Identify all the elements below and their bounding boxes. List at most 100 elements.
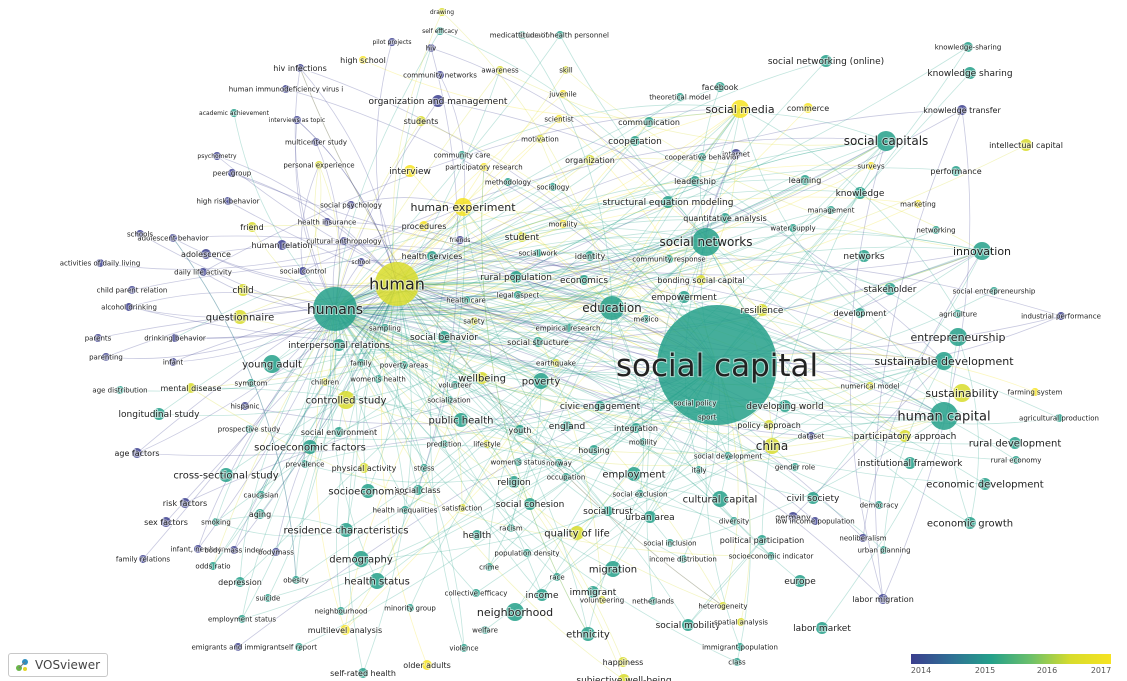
node-label-labor-migration[interactable]: labor migration — [851, 594, 915, 605]
node-label-risk-factors[interactable]: risk factors — [162, 498, 208, 509]
node-label-women-s-health[interactable]: women's health — [349, 374, 407, 384]
node-diversity[interactable] — [730, 517, 738, 525]
node-motivation[interactable] — [536, 135, 544, 143]
node-label-immigrant-population[interactable]: immigrant population — [701, 642, 779, 652]
node-label-drawing[interactable]: drawing — [429, 8, 455, 17]
node-structural-equation-modeling[interactable] — [662, 196, 674, 208]
node-label-stress[interactable]: stress — [413, 463, 436, 473]
node-students[interactable] — [416, 116, 426, 126]
node-socioeconomics[interactable] — [361, 484, 375, 498]
node-social-networks[interactable] — [692, 228, 720, 256]
node-label-socialization[interactable]: socialization — [426, 395, 471, 405]
node-label-hiv[interactable]: hiv — [425, 43, 438, 53]
node-label-procedures[interactable]: procedures — [401, 221, 448, 232]
node-label-health-care[interactable]: health care — [445, 295, 487, 305]
node-self-report[interactable] — [295, 643, 303, 651]
node-mexico[interactable] — [642, 315, 650, 323]
node-label-neighbourhood[interactable]: neighbourhood — [314, 606, 369, 616]
node-social-trust[interactable] — [603, 506, 613, 516]
node-label-social-entrepreneurship[interactable]: social entrepreneurship — [952, 286, 1037, 296]
node-economics[interactable] — [579, 275, 589, 285]
node-label-civic-engagement[interactable]: civic engagement — [559, 401, 642, 413]
node-suicide[interactable] — [264, 594, 272, 602]
node-depression[interactable] — [235, 577, 245, 587]
node-human-capital[interactable] — [930, 402, 958, 430]
node-health-inequalities[interactable] — [401, 506, 409, 514]
node-human[interactable] — [375, 262, 419, 306]
node-label-adolescent-behavior[interactable]: adolescent behavior — [136, 233, 209, 243]
node-label-human-immunodeficiency-virus-i[interactable]: human immunodeficiency virus i — [228, 84, 345, 94]
node-label-organization[interactable]: organization — [564, 155, 616, 166]
node-label-bodymass[interactable]: bodymass — [257, 547, 295, 557]
node-label-welfare[interactable]: welfare — [471, 625, 499, 635]
node-community-response[interactable] — [665, 255, 673, 263]
node-label-immigrant[interactable]: immigrant — [569, 587, 618, 599]
node-label-racism[interactable]: racism — [498, 523, 524, 533]
node-schools[interactable] — [136, 230, 144, 238]
node-label-resilience[interactable]: resilience — [740, 305, 785, 317]
node-commerce[interactable] — [803, 103, 813, 113]
node-label-agricultural-production[interactable]: agricultural production — [1018, 413, 1100, 423]
node-human-immunodeficiency-virus-i[interactable] — [282, 85, 290, 93]
node-dataset[interactable] — [807, 432, 815, 440]
node-label-volunteering[interactable]: volunteering — [579, 595, 625, 605]
node-label-parents[interactable]: parents — [84, 333, 113, 343]
node-cultural-anthropology[interactable] — [340, 237, 348, 245]
node-prevalence[interactable] — [301, 460, 309, 468]
node-intellectual-capital[interactable] — [1020, 139, 1032, 151]
node-label-learning[interactable]: learning — [788, 175, 823, 186]
node-label-health[interactable]: health — [462, 530, 493, 542]
node-label-heterogeneity[interactable]: heterogeneity — [697, 601, 748, 611]
node-labor-migration[interactable] — [878, 594, 888, 604]
node-health-services[interactable] — [427, 251, 437, 261]
node-label-interview[interactable]: interview — [388, 166, 432, 178]
node-heterogeneity[interactable] — [719, 602, 727, 610]
node-hiv-infections[interactable] — [296, 64, 304, 72]
node-label-performance[interactable]: performance — [929, 166, 982, 177]
node-neighborhood[interactable] — [506, 603, 524, 621]
node-label-skill[interactable]: skill — [558, 65, 574, 75]
node-label-social-development[interactable]: social development — [693, 451, 764, 461]
node-residence-characteristics[interactable] — [339, 523, 353, 537]
node-public-health[interactable] — [454, 413, 468, 427]
node-school[interactable] — [357, 258, 365, 266]
node-label-earthquake[interactable]: earthquake — [535, 358, 577, 368]
node-management[interactable] — [827, 206, 835, 214]
node-label-labor-market[interactable]: labor market — [792, 623, 852, 635]
node-employment-status[interactable] — [238, 615, 246, 623]
node-health-insurance[interactable] — [323, 218, 331, 226]
node-label-personal-experience[interactable]: personal experience — [282, 160, 355, 170]
node-label-self-efficacy[interactable]: self efficacy — [421, 27, 459, 36]
node-innovation[interactable] — [973, 242, 991, 260]
node-label-urban-planning[interactable]: urban planning — [856, 545, 911, 555]
node-label-emigrants-and-immigrants[interactable]: emigrants and immigrants — [190, 642, 285, 652]
node-label-sustainable-development[interactable]: sustainable development — [873, 354, 1015, 369]
node-spatial-analysis[interactable] — [737, 618, 745, 626]
node-label-friend[interactable]: friend — [239, 222, 264, 233]
node-label-bonding-social-capital[interactable]: bonding social capital — [656, 275, 745, 286]
node-label-identity[interactable]: identity — [574, 251, 607, 262]
node-label-family-relations[interactable]: family relations — [115, 554, 172, 564]
node-label-health-inequalities[interactable]: health inequalities — [372, 505, 439, 515]
node-label-youth[interactable]: youth — [508, 425, 533, 436]
node-adolescence[interactable] — [201, 249, 211, 259]
node-label-economics[interactable]: economics — [559, 275, 609, 287]
node-label-scientist[interactable]: scientist — [543, 114, 575, 124]
node-label-adolescence[interactable]: adolescence — [180, 249, 232, 260]
node-morality[interactable] — [559, 220, 567, 228]
node-label-social-policy[interactable]: social policy — [673, 398, 718, 408]
node-label-agriculture[interactable]: agriculture — [938, 309, 978, 319]
node-england[interactable] — [562, 421, 572, 431]
node-label-quality-of-life[interactable]: quality of life — [543, 528, 610, 541]
node-label-rural-economy[interactable]: rural economy — [990, 455, 1043, 465]
node-urban-planning[interactable] — [880, 546, 888, 554]
node-longitudinal-study[interactable] — [153, 408, 165, 420]
node-immigrant-population[interactable] — [736, 643, 744, 651]
node-label-socioeconomic-factors[interactable]: socioeconomic factors — [253, 442, 367, 455]
node-social-policy[interactable] — [691, 399, 699, 407]
node-label-norway[interactable]: norway — [545, 458, 573, 468]
node-socioeconomic-factors[interactable] — [303, 440, 317, 454]
node-label-social-networks[interactable]: social networks — [658, 234, 753, 250]
node-activities-of-daily-living[interactable] — [96, 259, 104, 267]
